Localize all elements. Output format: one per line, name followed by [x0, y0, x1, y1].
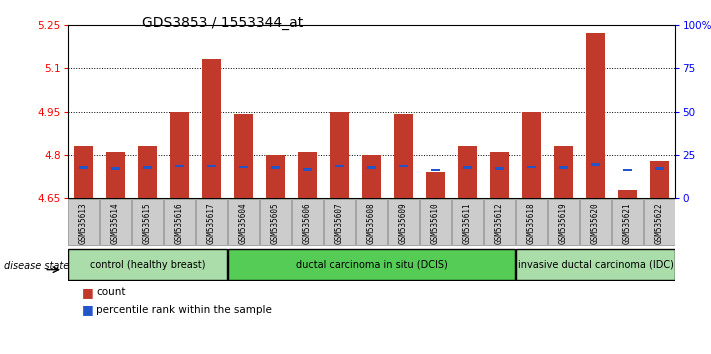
Text: count: count: [96, 287, 125, 297]
Text: GSM535618: GSM535618: [527, 202, 536, 244]
Text: GSM535620: GSM535620: [591, 202, 600, 244]
FancyBboxPatch shape: [452, 199, 483, 245]
FancyBboxPatch shape: [420, 199, 451, 245]
Bar: [394, 114, 413, 198]
Bar: [650, 161, 669, 198]
FancyBboxPatch shape: [356, 199, 387, 245]
FancyBboxPatch shape: [68, 199, 99, 245]
FancyBboxPatch shape: [196, 199, 227, 245]
FancyBboxPatch shape: [132, 199, 163, 245]
Bar: [463, 166, 472, 169]
Text: invasive ductal carcinoma (IDC): invasive ductal carcinoma (IDC): [518, 259, 673, 270]
Text: GSM535611: GSM535611: [463, 202, 472, 244]
Bar: [330, 112, 349, 198]
Text: GSM535605: GSM535605: [271, 202, 280, 244]
Text: GSM535613: GSM535613: [79, 202, 88, 244]
Text: GSM535610: GSM535610: [431, 202, 440, 244]
Bar: [74, 146, 93, 198]
Text: GSM535609: GSM535609: [399, 202, 408, 244]
Text: percentile rank within the sample: percentile rank within the sample: [96, 305, 272, 315]
Bar: [426, 172, 445, 198]
Bar: [362, 155, 381, 198]
FancyBboxPatch shape: [228, 199, 259, 245]
Text: GDS3853 / 1553344_at: GDS3853 / 1553344_at: [142, 16, 304, 30]
FancyBboxPatch shape: [100, 199, 131, 245]
FancyBboxPatch shape: [580, 199, 611, 245]
FancyBboxPatch shape: [484, 199, 515, 245]
FancyBboxPatch shape: [292, 199, 323, 245]
Text: GSM535616: GSM535616: [175, 202, 184, 244]
Bar: [458, 146, 477, 198]
Bar: [618, 190, 637, 198]
Bar: [490, 152, 509, 198]
Text: GSM535612: GSM535612: [495, 202, 504, 244]
FancyBboxPatch shape: [228, 249, 515, 280]
FancyBboxPatch shape: [644, 199, 675, 245]
Bar: [170, 112, 189, 198]
Bar: [559, 166, 568, 169]
Bar: [239, 166, 248, 168]
Bar: [271, 166, 280, 169]
Text: GSM535608: GSM535608: [367, 202, 376, 244]
FancyBboxPatch shape: [388, 199, 419, 245]
Bar: [266, 155, 285, 198]
FancyBboxPatch shape: [516, 249, 675, 280]
FancyBboxPatch shape: [164, 199, 195, 245]
FancyBboxPatch shape: [68, 249, 227, 280]
Text: ■: ■: [82, 286, 94, 298]
Bar: [298, 152, 317, 198]
Bar: [554, 146, 573, 198]
Text: GSM535621: GSM535621: [623, 202, 632, 244]
Text: ductal carcinoma in situ (DCIS): ductal carcinoma in situ (DCIS): [296, 259, 447, 270]
Bar: [591, 164, 600, 166]
Text: ■: ■: [82, 303, 94, 316]
Bar: [207, 165, 216, 167]
Bar: [623, 169, 632, 171]
FancyBboxPatch shape: [260, 199, 291, 245]
Bar: [143, 166, 152, 169]
FancyBboxPatch shape: [612, 199, 643, 245]
FancyBboxPatch shape: [548, 199, 579, 245]
Bar: [527, 166, 536, 168]
Bar: [399, 165, 408, 167]
FancyBboxPatch shape: [324, 199, 355, 245]
Text: GSM535619: GSM535619: [559, 202, 568, 244]
Text: disease state: disease state: [4, 261, 69, 271]
Bar: [202, 59, 221, 198]
FancyBboxPatch shape: [516, 199, 547, 245]
Bar: [79, 166, 88, 169]
Text: GSM535606: GSM535606: [303, 202, 312, 244]
Bar: [138, 146, 157, 198]
Bar: [303, 168, 312, 171]
Bar: [111, 167, 120, 170]
Text: GSM535617: GSM535617: [207, 202, 216, 244]
Bar: [586, 34, 605, 198]
Bar: [431, 169, 440, 171]
Bar: [655, 167, 664, 170]
Bar: [522, 112, 541, 198]
Text: GSM535622: GSM535622: [655, 202, 664, 244]
Bar: [335, 165, 344, 167]
Text: control (healthy breast): control (healthy breast): [90, 259, 205, 270]
Bar: [367, 166, 376, 169]
Text: GSM535615: GSM535615: [143, 202, 152, 244]
Bar: [234, 114, 253, 198]
Text: GSM535607: GSM535607: [335, 202, 344, 244]
Text: GSM535604: GSM535604: [239, 202, 248, 244]
Bar: [175, 165, 184, 167]
Bar: [106, 152, 125, 198]
Text: GSM535614: GSM535614: [111, 202, 120, 244]
Bar: [495, 167, 504, 170]
